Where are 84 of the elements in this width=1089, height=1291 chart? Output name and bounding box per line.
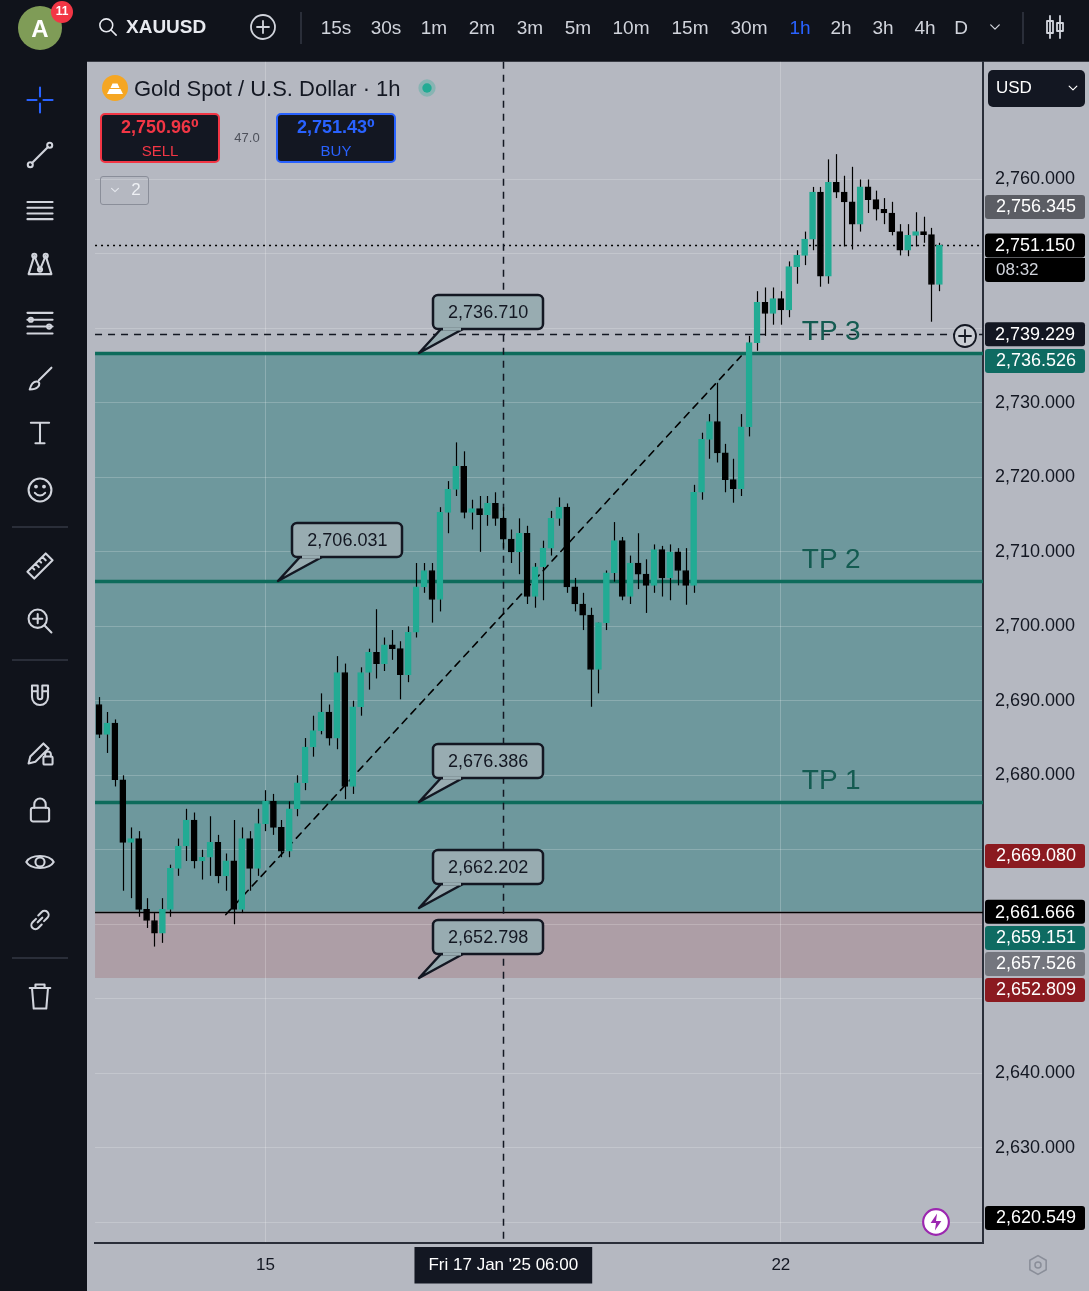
text: 30s — [370, 16, 402, 39]
candlestick — [365, 648, 372, 691]
text: 3m — [516, 16, 544, 39]
candlestick — [278, 819, 285, 858]
candlestick — [468, 499, 475, 531]
candlestick — [476, 495, 483, 553]
annotation: TP 1 — [801, 764, 861, 796]
text: 2h — [830, 16, 852, 39]
annotation: TP 3 — [801, 314, 861, 346]
text: A — [31, 14, 49, 43]
candlestick — [515, 517, 523, 575]
text: Gold Spot / U.S. Dollar · 1h — [134, 75, 401, 102]
candlestick — [262, 789, 269, 832]
text: 2,756.345 — [996, 196, 1077, 217]
x-tick-label: Fri 17 Jan '25 06:00 — [428, 1254, 579, 1274]
text: 5m — [564, 16, 592, 39]
text: 30m — [730, 16, 768, 39]
y-tick-label: 2,720.000 — [995, 466, 1076, 487]
text: 2m — [468, 16, 496, 39]
text: 15m — [671, 16, 709, 39]
text: 2,620.549 — [996, 1207, 1077, 1228]
text: 1h — [789, 16, 811, 39]
candlestick — [571, 577, 579, 613]
candlestick — [507, 528, 515, 564]
y-tick-label: 2,710.000 — [995, 540, 1076, 561]
annotation: 2 — [131, 179, 141, 200]
annotation: 2,736.710 — [448, 302, 529, 323]
candlestick — [920, 216, 927, 244]
candlestick — [389, 629, 396, 661]
text: USD — [996, 77, 1032, 98]
candlestick — [579, 592, 586, 631]
y-tick-label: 2,700.000 — [995, 615, 1076, 636]
candlestick — [174, 837, 182, 877]
text: 15s — [320, 16, 352, 39]
annotation: 47.0 — [234, 129, 260, 146]
ref-line-label: 2,751.150 — [995, 235, 1076, 256]
text: D — [954, 16, 968, 39]
candlestick — [381, 636, 388, 672]
candlestick — [452, 441, 460, 497]
x-tick-label: 15 — [256, 1254, 275, 1274]
candlestick — [706, 413, 713, 460]
candlestick — [373, 608, 380, 680]
annotation: 2,750.96⁰ — [121, 117, 199, 138]
annotation: 2,662.202 — [448, 856, 529, 878]
text: 2,657.526 — [996, 953, 1077, 974]
text: 2,736.526 — [996, 350, 1077, 371]
candlestick — [888, 201, 896, 236]
annotation: SELL — [141, 141, 179, 160]
x-tick-label: 22 — [771, 1254, 791, 1274]
y-tick-label: 2,640.000 — [995, 1062, 1076, 1083]
annotation: 2,676.386 — [448, 751, 529, 773]
annotation: 2,706.031 — [307, 530, 388, 552]
candlestick — [793, 249, 801, 285]
annotation: TP 2 — [801, 543, 861, 575]
text: 3h — [872, 16, 894, 39]
candlestick — [127, 826, 135, 899]
text: 2,659.151 — [996, 927, 1077, 948]
candlestick — [484, 495, 491, 527]
candlestick — [500, 506, 507, 549]
candlestick — [682, 547, 690, 606]
y-tick-label: 2,690.000 — [995, 689, 1076, 710]
ref-line-label: 2,661.666 — [995, 901, 1076, 922]
annotation: 2,751.43⁰ — [297, 117, 375, 138]
text: 08:32 — [996, 259, 1039, 280]
y-tick-label: 2,630.000 — [995, 1136, 1076, 1157]
text: 10m — [612, 16, 650, 39]
candlestick — [833, 153, 840, 199]
text: 1m — [420, 16, 448, 39]
text: 4h — [914, 16, 936, 39]
candlestick — [896, 223, 904, 257]
text: 2,652.809 — [996, 979, 1077, 1000]
candlestick — [801, 231, 808, 266]
ref-line-label: 2,739.229 — [995, 324, 1076, 345]
candlestick — [674, 547, 682, 586]
candlestick — [729, 458, 737, 504]
annotation: BUY — [320, 141, 352, 160]
text: XAUUSD — [126, 15, 207, 38]
text: 2,669.080 — [996, 845, 1077, 866]
y-tick-label: 2,760.000 — [995, 168, 1076, 189]
y-tick-label: 2,680.000 — [995, 764, 1076, 785]
candlestick — [492, 491, 499, 527]
y-tick-label: 2,730.000 — [995, 391, 1076, 412]
candlestick — [872, 190, 880, 222]
annotation: 2,652.798 — [448, 926, 529, 948]
